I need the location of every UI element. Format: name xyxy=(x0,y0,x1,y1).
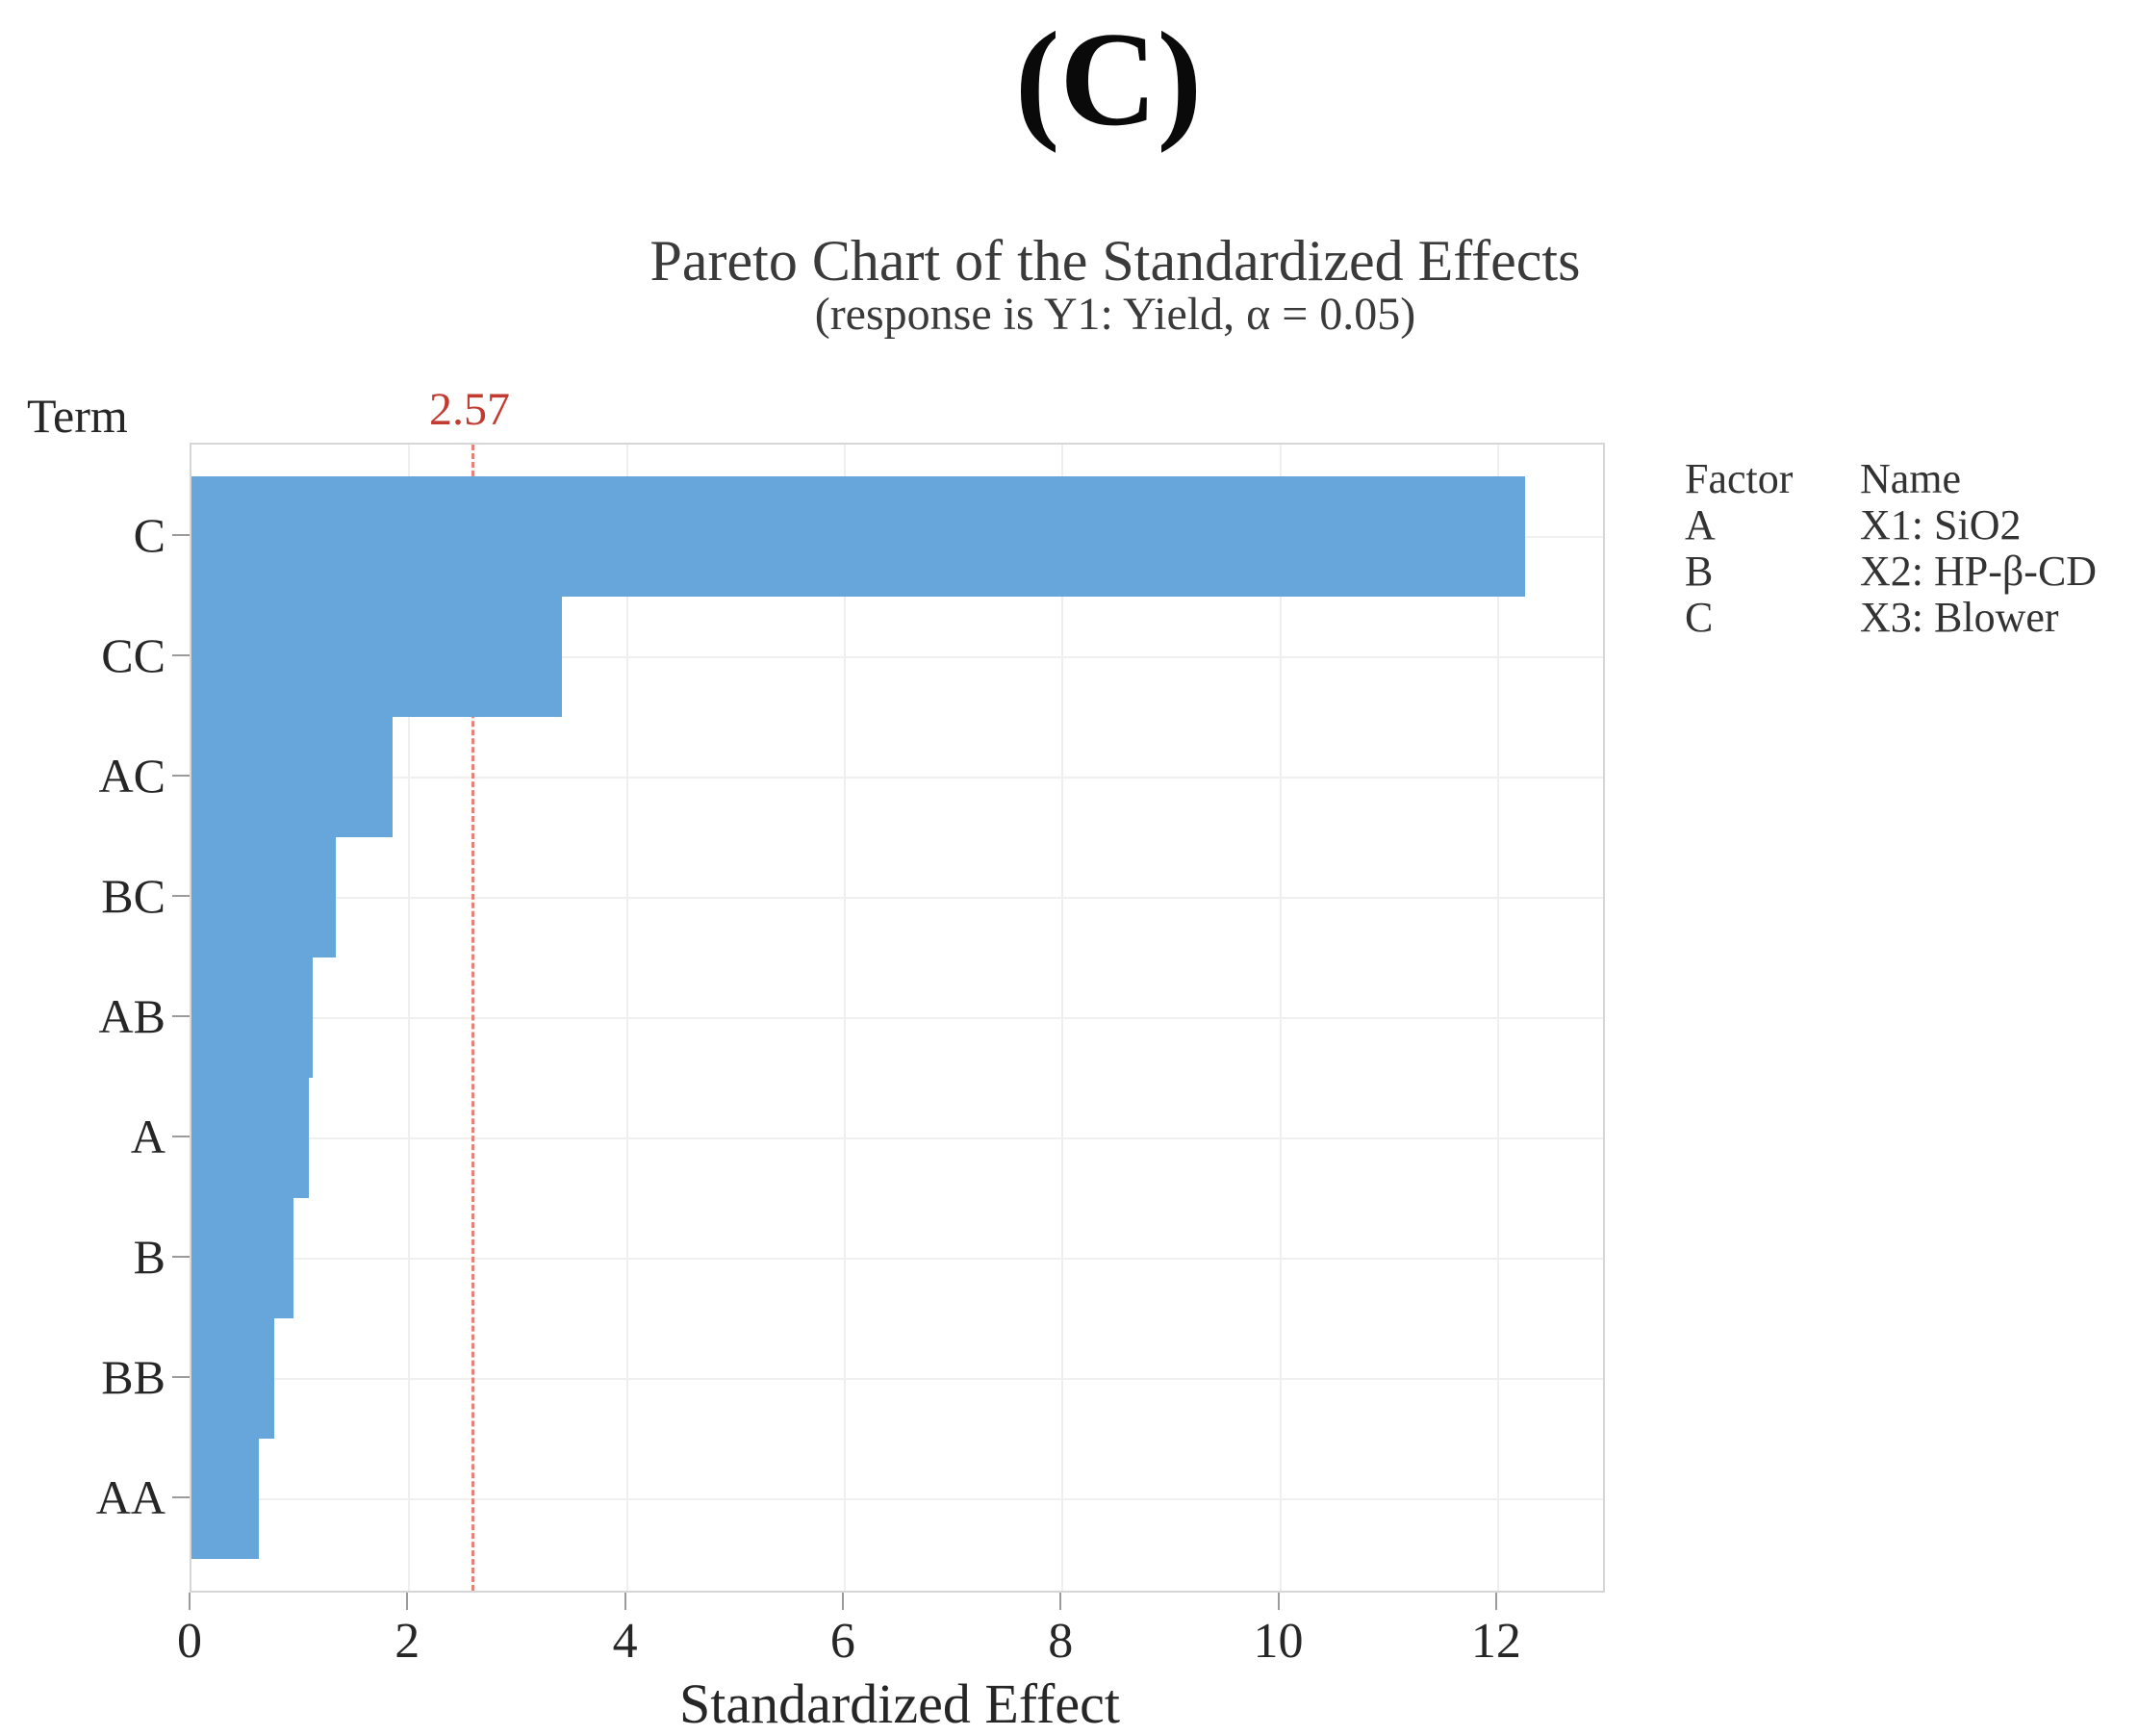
bar-BC xyxy=(191,837,337,957)
legend-row-A: A X1: SiO2 xyxy=(1685,502,2137,549)
y-tick-BC xyxy=(172,894,190,897)
y-tick-AB xyxy=(172,1014,190,1017)
legend-row-C: C X3: Blower xyxy=(1685,595,2137,641)
legend-header-name: Name xyxy=(1860,455,1962,502)
y-tick-label-C: C xyxy=(133,507,165,562)
bar-AC xyxy=(191,717,394,837)
y-gridline xyxy=(191,1016,1603,1019)
y-tick-label-BB: BB xyxy=(101,1349,165,1404)
factor-legend: Factor Name A X1: SiO2 B X2: HP-β-CD C X3: Bl… xyxy=(1685,456,2137,641)
bar-CC xyxy=(191,597,562,717)
legend-header-factor: Factor xyxy=(1685,455,1794,502)
reference-line xyxy=(471,445,474,1591)
y-tick-label-AA: AA xyxy=(95,1469,165,1524)
reference-line-label: 2.57 xyxy=(429,384,510,435)
plot-area xyxy=(190,443,1605,1593)
x-tick-label-12: 12 xyxy=(1470,1614,1521,1669)
y-tick-BB xyxy=(172,1375,190,1378)
bar-AA xyxy=(191,1439,260,1559)
y-gridline xyxy=(191,1377,1603,1380)
bar-BB xyxy=(191,1318,274,1439)
y-gridline xyxy=(191,1136,1603,1139)
y-tick-label-A: A xyxy=(130,1109,165,1163)
y-tick-label-CC: CC xyxy=(101,627,165,682)
legend-factor-code: B xyxy=(1685,548,1714,595)
y-tick-label-BC: BC xyxy=(101,868,165,923)
x-tick-2 xyxy=(406,1593,409,1610)
x-tick-10 xyxy=(1277,1593,1280,1610)
y-tick-C xyxy=(172,533,190,536)
figure-label: (C) xyxy=(1014,5,1203,154)
bar-A xyxy=(191,1078,310,1198)
y-tick-B xyxy=(172,1255,190,1258)
x-tick-4 xyxy=(624,1593,626,1610)
legend-header-row: Factor Name xyxy=(1685,456,2137,502)
legend-rows: A X1: SiO2 B X2: HP-β-CD C X3: Blower xyxy=(1685,502,2137,641)
x-tick-label-4: 4 xyxy=(612,1614,638,1669)
y-gridline xyxy=(191,1497,1603,1500)
bar-C xyxy=(191,476,1526,597)
y-tick-AC xyxy=(172,774,190,777)
legend-factor-code: C xyxy=(1685,594,1714,641)
y-tick-AA xyxy=(172,1495,190,1498)
y-tick-label-B: B xyxy=(133,1229,165,1284)
legend-row-B: B X2: HP-β-CD xyxy=(1685,549,2137,595)
y-tick-label-AB: AB xyxy=(98,988,165,1043)
x-tick-label-6: 6 xyxy=(829,1614,855,1669)
x-tick-8 xyxy=(1059,1593,1062,1610)
y-gridline xyxy=(191,776,1603,779)
legend-factor-name: X1: SiO2 xyxy=(1860,501,2022,549)
y-tick-A xyxy=(172,1135,190,1137)
x-tick-6 xyxy=(841,1593,844,1610)
legend-factor-code: A xyxy=(1685,501,1716,549)
y-gridline xyxy=(191,896,1603,899)
x-tick-label-10: 10 xyxy=(1253,1614,1304,1669)
y-tick-label-AC: AC xyxy=(98,748,165,803)
chart-subtitle: (response is Y1: Yield, α = 0.05) xyxy=(814,289,1416,340)
y-gridline xyxy=(191,655,1603,658)
x-tick-label-8: 8 xyxy=(1048,1614,1074,1669)
legend-factor-name: X2: HP-β-CD xyxy=(1860,548,2098,595)
y-axis-title: Term xyxy=(27,389,128,443)
y-tick-CC xyxy=(172,653,190,656)
bar-B xyxy=(191,1198,294,1318)
x-tick-label-0: 0 xyxy=(177,1614,202,1669)
x-tick-0 xyxy=(189,1593,191,1610)
y-gridline xyxy=(191,1257,1603,1260)
x-tick-label-2: 2 xyxy=(395,1614,420,1669)
x-tick-12 xyxy=(1494,1593,1497,1610)
chart-title: Pareto Chart of the Standardized Effects xyxy=(649,229,1581,293)
x-axis-label: Standardized Effect xyxy=(679,1672,1120,1735)
legend-factor-name: X3: Blower xyxy=(1860,594,2059,641)
bar-AB xyxy=(191,957,313,1078)
